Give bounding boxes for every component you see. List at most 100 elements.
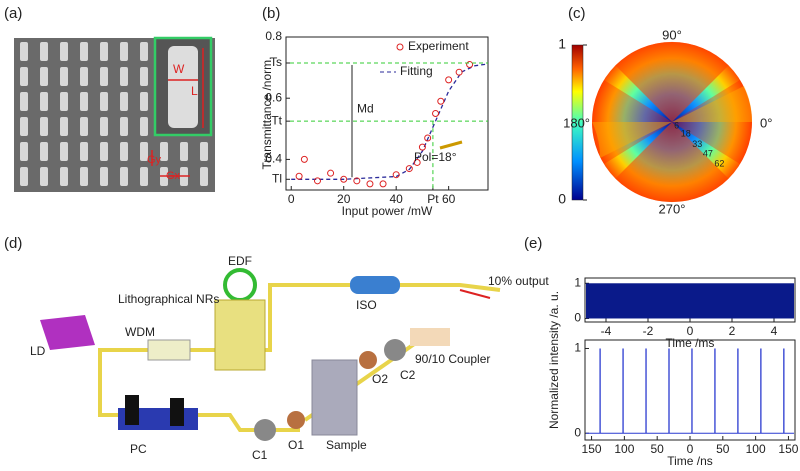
- edf-coil: [223, 268, 257, 302]
- nanorod: [140, 117, 148, 136]
- data-point: [418, 143, 426, 151]
- nanorod: [80, 142, 88, 161]
- x-tick-label: -2: [643, 324, 654, 338]
- panel-label: (b): [262, 5, 280, 22]
- y-tick-label: 0.6: [265, 90, 282, 104]
- diagram-label: PC: [130, 442, 147, 456]
- radial-tick-label: 47: [703, 148, 713, 158]
- x-tick-label: 100: [746, 442, 766, 456]
- plot-frame: [285, 36, 489, 191]
- y-tick-label: Ts: [270, 55, 282, 69]
- legend-label: Experiment: [408, 39, 469, 53]
- y-axis-label: Transmittance /norm.: [260, 57, 274, 170]
- x-tick-label: 40: [390, 192, 404, 206]
- data-point: [300, 155, 308, 163]
- x-axis-label: Time /ns: [667, 454, 713, 468]
- data-point: [424, 134, 432, 142]
- x-tick-label: 4: [771, 324, 778, 338]
- nanorod: [80, 67, 88, 86]
- polar-warm: [592, 86, 753, 158]
- nanorod: [80, 167, 88, 186]
- nanorod: [80, 92, 88, 111]
- data-point: [405, 165, 413, 173]
- x-tick-label: 50: [716, 442, 730, 456]
- y-tick-label: 0: [574, 425, 581, 439]
- output-arrow: [459, 289, 491, 299]
- radial-tick-label: 62: [714, 158, 724, 168]
- nanorod: [40, 92, 48, 111]
- nanorod: [140, 142, 148, 161]
- x-tick-label: 2: [729, 324, 736, 338]
- data-point: [313, 177, 321, 185]
- nanorod: [40, 142, 48, 161]
- panel-label: (d): [4, 235, 22, 252]
- data-point: [466, 61, 474, 69]
- radial-tick-label: 18: [681, 129, 691, 139]
- signal-band: [586, 283, 794, 319]
- y-tick-label: 0.4: [265, 152, 282, 166]
- w-label: W: [173, 62, 185, 76]
- data-point: [353, 177, 361, 185]
- x-tick-label: 20: [337, 192, 351, 206]
- y-axis-label: Normalized intensity /a. u.: [547, 291, 561, 429]
- diagram-label: LD: [30, 344, 46, 358]
- y-tick-label: 1: [574, 275, 581, 289]
- nanorod: [40, 67, 48, 86]
- pol-mark: [439, 140, 463, 150]
- nanorod: [20, 167, 28, 186]
- diagram-label: ISO: [356, 298, 377, 312]
- diagram-label: 10% output: [488, 274, 549, 288]
- panel-label: (a): [4, 5, 22, 22]
- nanorod: [100, 92, 108, 111]
- panel-label: (c): [568, 5, 586, 22]
- gy-label: Gy: [147, 154, 162, 166]
- legend-label: Fitting: [400, 64, 433, 78]
- dimension-marks: [151, 48, 204, 177]
- nanorod: [100, 67, 108, 86]
- nanorod: [60, 167, 68, 186]
- nanorod: [20, 117, 28, 136]
- y-tick-label: 0.8: [265, 29, 282, 43]
- nanorod: [60, 92, 68, 111]
- x-axis-label: Time /ms: [666, 336, 715, 350]
- x-tick-label: -4: [601, 324, 612, 338]
- radial-tick-label: 6: [674, 120, 679, 130]
- data-point: [413, 158, 421, 166]
- data-point: [437, 97, 445, 105]
- legend-marker: [396, 43, 404, 51]
- diagram-label: C2: [400, 368, 416, 382]
- nanorod: [120, 67, 128, 86]
- angle-label: 180°: [563, 115, 590, 130]
- plot-frame: [584, 339, 796, 441]
- diagram-labels: LD WDM Lithographical NRs EDF ISO 10% output 9…: [30, 254, 549, 462]
- nanorod: [80, 42, 88, 61]
- nanorod: [180, 142, 188, 161]
- annotation: Pol=18°: [414, 150, 457, 164]
- nanorod: [100, 142, 108, 161]
- y-tick-label: 1: [574, 341, 581, 355]
- data-point: [379, 180, 387, 188]
- colorbar-label: 1: [558, 36, 566, 52]
- x-tick-label: 0: [687, 324, 694, 338]
- x-tick-label: 60: [442, 192, 456, 206]
- data-point: [392, 171, 400, 179]
- nanorod: [120, 167, 128, 186]
- wdm: [147, 339, 191, 361]
- y-tick-label: Tt: [271, 113, 282, 127]
- x-tick-label: 0: [288, 192, 295, 206]
- y-tick-label: Tl: [272, 171, 282, 185]
- gx-label: Gx: [166, 170, 181, 182]
- data-point: [366, 180, 374, 188]
- nanorod: [140, 67, 148, 86]
- nanorod: [100, 167, 108, 186]
- y-tick-label: 0: [574, 311, 581, 325]
- collimator: [384, 339, 406, 361]
- polar-hot: [592, 80, 752, 164]
- nanorod: [160, 142, 168, 161]
- nanorod: [60, 117, 68, 136]
- inset-rod: [168, 46, 198, 128]
- nanorod: [20, 92, 28, 111]
- nanorod: [40, 117, 48, 136]
